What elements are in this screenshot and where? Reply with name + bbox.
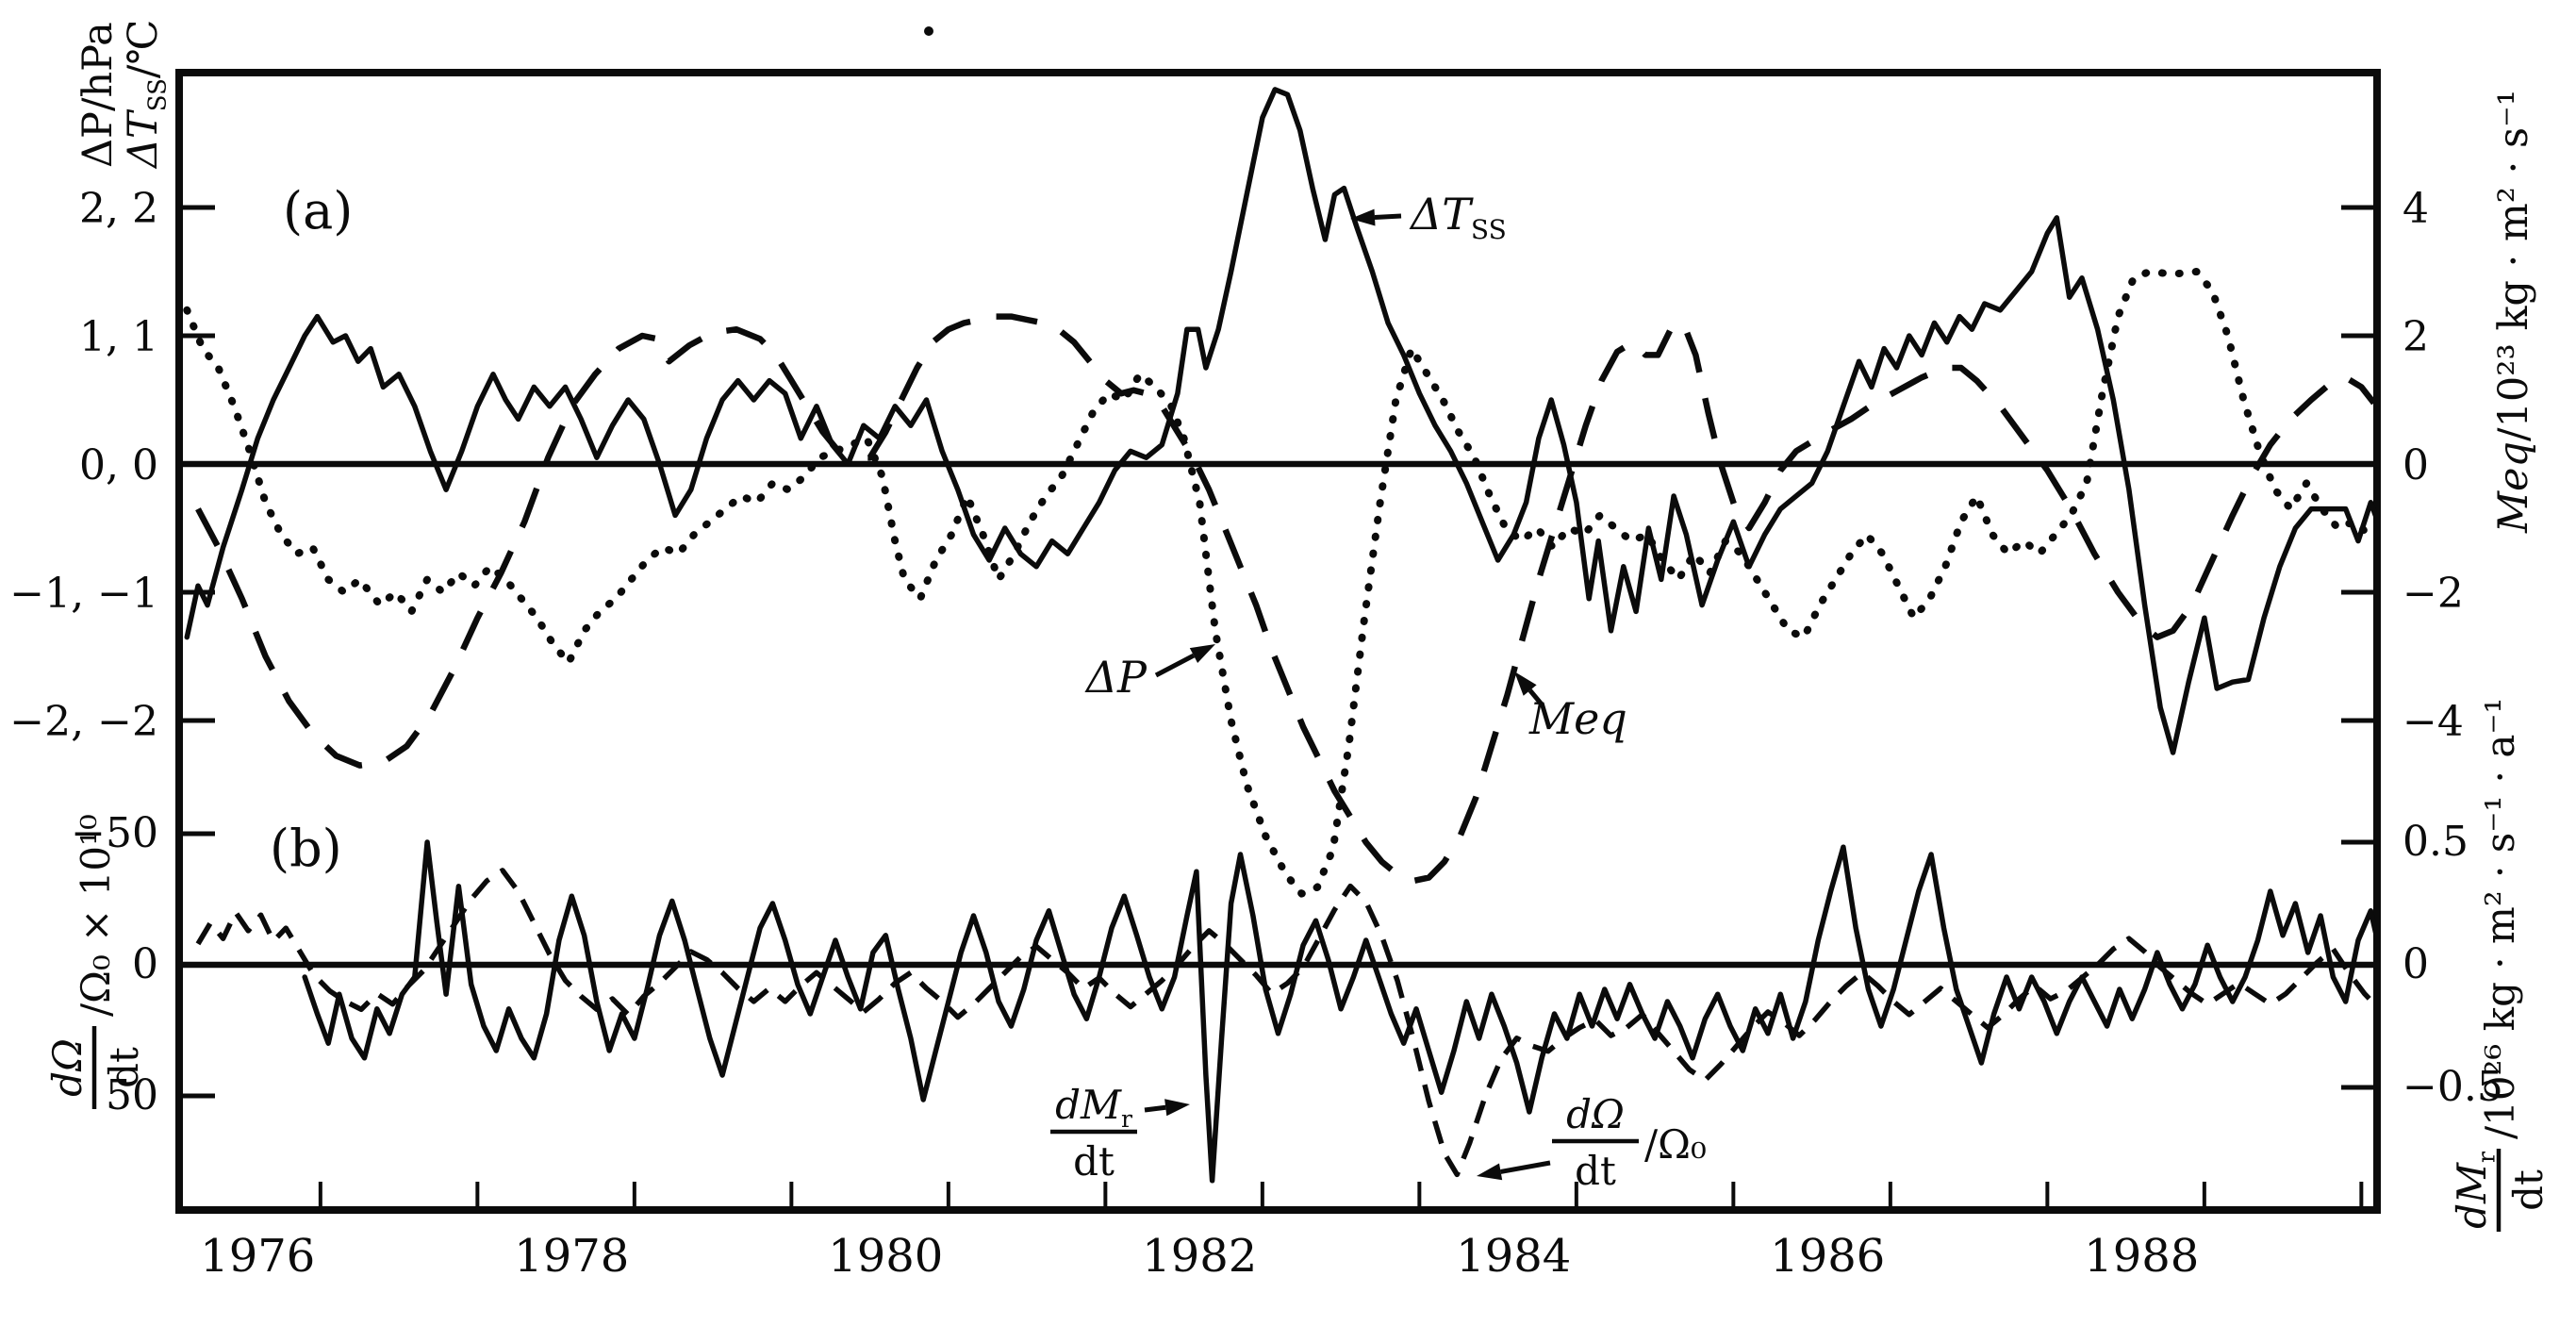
panel-b-left-axis-title: dΩ dt/Ω₀ × 10¹⁰	[44, 814, 147, 1109]
panel-a-right-axis-title: Meq/10²³ kg · m² · s⁻¹	[2490, 90, 2537, 534]
annotations-layer: ΔTSS ΔP Meq dMr dt dΩ dt/Ω₀	[1050, 189, 1707, 1194]
annotation-delta-p-label: ΔP	[1084, 652, 1148, 703]
panel-b-label: (b)	[270, 819, 342, 878]
panel-b-right-axis-title-numerator: dMr	[2449, 1152, 2500, 1229]
plot-frame-layer	[175, 26, 2381, 1214]
panel-b-left-axis-title-suffix: /Ω₀ × 10¹⁰	[73, 814, 119, 1017]
year-label-1976: 1976	[200, 1230, 315, 1283]
year-label-1980: 1980	[828, 1230, 943, 1283]
labels-layer: (a) (b) 1976 1978 1980 1982 1984 1986 1988 2, 2…	[9, 20, 2551, 1284]
panel-b-right-tick-label: 0.5	[2403, 818, 2469, 866]
annotation-dmdt-label-numerator: dMr	[1055, 1082, 1132, 1133]
annotation-domega-arrow-line	[1500, 1160, 1551, 1174]
panel-a-left-axis-title-line1: ΔP/hPa	[74, 22, 122, 168]
annotation-domega-label-denominator: dt	[1575, 1148, 1616, 1194]
panel-a-right-tick-label: 0	[2403, 441, 2429, 489]
annotation-delta-tss-arrow-line	[1374, 213, 1402, 221]
panel-b-right-axis-title-suffix: /10²⁶ kg · m² · s⁻¹ · a⁻¹	[2477, 698, 2523, 1139]
year-label-1988: 1988	[2084, 1230, 2199, 1283]
annotation-meq-arrow-head	[1514, 671, 1537, 696]
panel-a-right-tick-label: −4	[2403, 698, 2464, 746]
annotation-dmdt-label: dMr dt	[1050, 1082, 1137, 1185]
year-label-1982: 1982	[1142, 1230, 1257, 1283]
annotation-delta-tss-label: ΔTSS	[1409, 189, 1507, 245]
curves-layer	[183, 87, 2377, 1184]
panel-a-right-tick-label: 2	[2403, 313, 2429, 361]
panel-a-left-tick-label: 2, 2	[79, 185, 158, 233]
panel-b-left-tick-label: −50	[71, 809, 158, 857]
annotation-domega-label-numerator: dΩ	[1566, 1091, 1625, 1137]
curve-meq	[195, 313, 2377, 885]
curve-dmr-dt	[302, 839, 2377, 1184]
annotation-dmdt-label-denominator: dt	[1073, 1138, 1115, 1185]
year-label-1986: 1986	[1770, 1230, 1885, 1283]
annotation-domega-label-suffix: /Ω₀	[1644, 1121, 1707, 1168]
panel-a-left-tick-label: 0, 0	[79, 441, 158, 489]
panel-a-left-axis-title-line2: ΔTSS/℃	[120, 20, 172, 171]
annotation-domega-label: dΩ dt/Ω₀	[1552, 1091, 1707, 1194]
panel-b-left-axis-title-denominator: dt	[101, 1047, 147, 1088]
curve--p	[183, 268, 2373, 898]
annotation-meq-arrow-line	[1527, 688, 1544, 707]
panel-b-right-axis-title-denominator: dt	[2505, 1169, 2551, 1211]
panel-b-left-axis-title-numerator: dΩ	[44, 1038, 91, 1097]
annotation-meq-label: Meq	[1528, 693, 1627, 744]
panel-a-right-tick-label: 4	[2403, 185, 2429, 233]
panel-a-left-tick-label: −1, −1	[9, 570, 158, 618]
annotation-domega-arrow-head	[1477, 1163, 1503, 1181]
scan-artifact-dot	[924, 26, 933, 36]
panel-b-right-tick-label: 0	[2403, 940, 2429, 988]
panel-a-label: (a)	[283, 181, 353, 240]
panel-a-left-tick-label: 1, 1	[79, 313, 158, 361]
year-label-1984: 1984	[1456, 1230, 1571, 1283]
annotation-delta-p-arrow-line	[1154, 653, 1196, 678]
panel-b-right-tick-label: −0.5	[2403, 1063, 2503, 1111]
curve--d-dt-	[195, 868, 2377, 1178]
panel-b-left-tick-label: 0	[132, 940, 158, 988]
panel-a-left-tick-label: −2, −2	[9, 698, 158, 746]
annotation-dmdt-arrow-line	[1144, 1104, 1166, 1113]
plot-border	[175, 69, 2381, 1214]
annotation-delta-p-arrow-head	[1189, 644, 1215, 663]
annotation-dmdt-arrow-head	[1164, 1099, 1190, 1117]
panel-b-left-tick-label: 50	[106, 1071, 158, 1119]
annotation-delta-tss-arrow-head	[1350, 208, 1376, 226]
panel-a-right-tick-label: −2	[2403, 570, 2464, 618]
curve--tss	[184, 87, 2377, 755]
year-label-1978: 1978	[514, 1230, 629, 1283]
